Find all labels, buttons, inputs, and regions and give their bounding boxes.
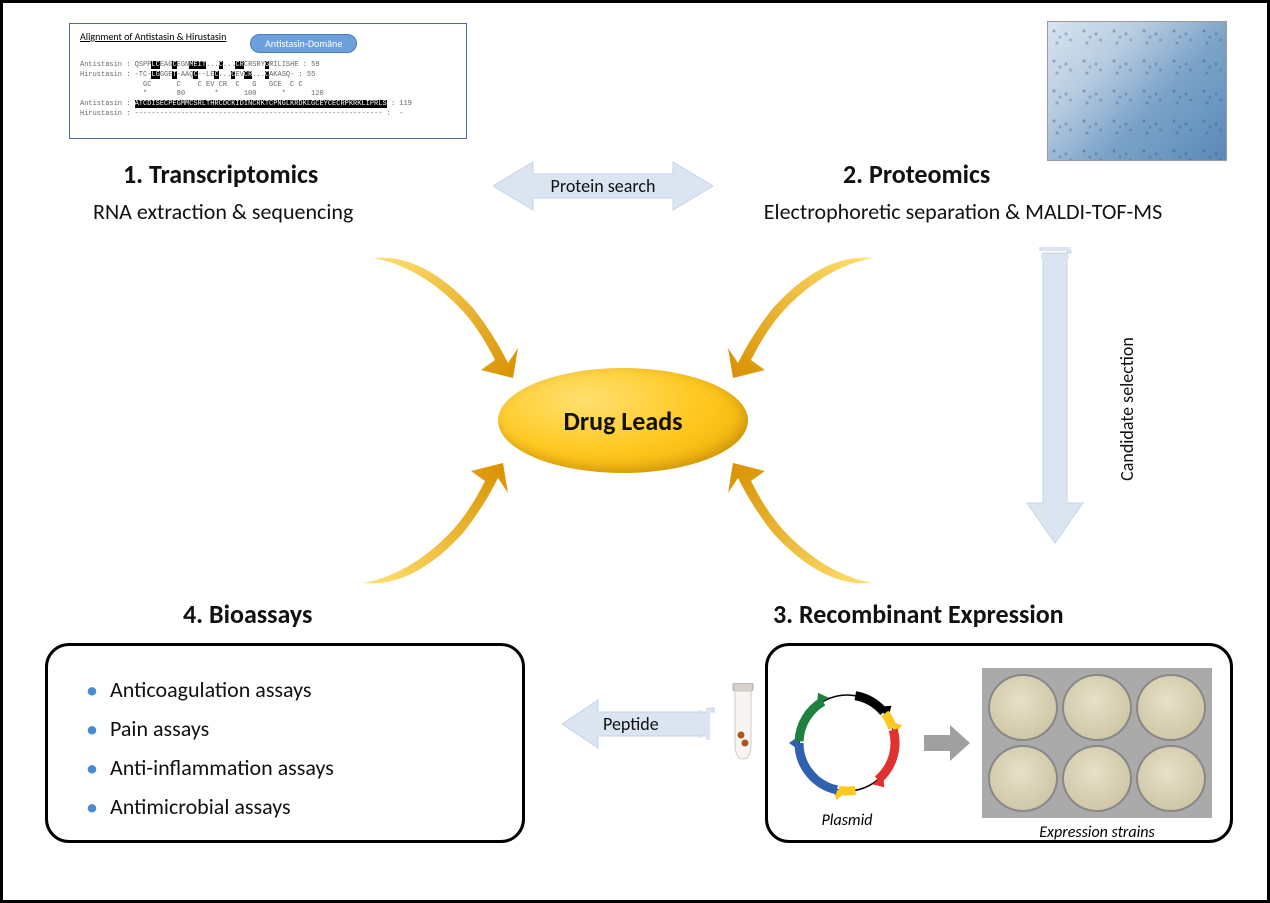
drug-leads-label: Drug Leads [563,405,682,437]
gold-arrow-bl [353,463,513,593]
bioassay-item: Anticoagulation assays [78,670,492,709]
step-2-sub: Electrophoretic separation & MALDI-TOF-M… [753,198,1173,225]
drug-leads-node: Drug Leads [498,368,748,473]
petri-dish [988,674,1058,741]
protein-search-arrow: Protein search [493,158,713,214]
petri-dish [988,745,1058,812]
step-4: 4. Bioassays [183,598,312,630]
alignment-badge: Antistasin-Domäne [250,34,357,53]
petri-dish [1062,674,1132,741]
alignment-panel: Alignment of Antistasin & Hirustasin Ant… [69,23,467,139]
step-1-title: 1. Transcriptomics [123,158,353,190]
grey-arrow-icon [922,723,972,763]
step-1-sub: RNA extraction & sequencing [93,198,353,225]
bioassay-item: Antimicrobial assays [78,787,492,826]
step-4-title: 4. Bioassays [183,598,312,630]
step-1: 1. Transcriptomics RNA extraction & sequ… [123,158,353,225]
gold-arrow-tl [363,248,523,378]
step-3: 3. Recombinant Expression [773,598,1064,630]
plasmid-diagram: Plasmid [782,678,912,808]
gold-arrow-br [723,463,883,593]
step-2-title: 2. Proteomics [843,158,1173,190]
bioassay-item: Pain assays [78,709,492,748]
gold-arrow-tr [723,248,883,378]
candidate-selection-label: Candidate selection [1116,337,1138,481]
alignment-sequences: Antistasin : QSPPLCEAGCEGNMEIT...C...CRC… [80,61,456,120]
protein-search-label: Protein search [551,175,656,197]
petri-dish [1062,745,1132,812]
bioassay-item: Anti-inflammation assays [78,748,492,787]
gel-image [1047,21,1227,161]
petri-dish [1136,745,1206,812]
step-2: 2. Proteomics Electrophoretic separation… [843,158,1173,225]
bioassays-list: Anticoagulation assays Pain assays Anti-… [78,670,492,826]
expression-plates: Expression strains [982,668,1212,818]
tube-icon [728,683,758,763]
peptide-label: Peptide [603,713,659,735]
strains-label: Expression strains [1039,823,1155,842]
step-3-title: 3. Recombinant Expression [773,598,1064,630]
recombinant-box: Plasmid Expression strains [765,643,1233,843]
bioassays-box: Anticoagulation assays Pain assays Anti-… [45,643,525,843]
petri-dish [1136,674,1206,741]
diagram-canvas: Alignment of Antistasin & Hirustasin Ant… [0,0,1270,903]
plasmid-label: Plasmid [822,811,873,830]
candidate-selection-arrow [1023,243,1087,553]
